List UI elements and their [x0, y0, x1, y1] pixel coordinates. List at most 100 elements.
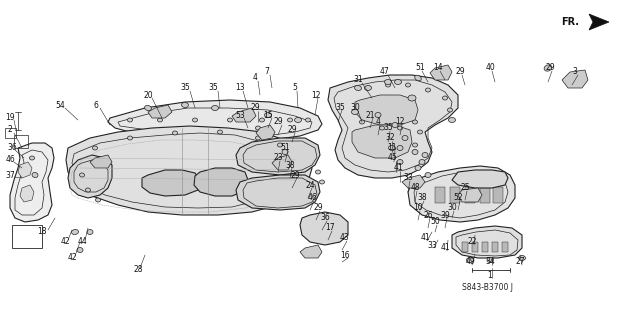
- Text: 30: 30: [350, 103, 360, 113]
- Text: 45: 45: [387, 154, 397, 163]
- Polygon shape: [458, 188, 482, 202]
- Text: 20: 20: [143, 91, 153, 100]
- Text: 29: 29: [455, 68, 465, 76]
- Text: 7: 7: [264, 68, 269, 76]
- Ellipse shape: [544, 65, 552, 71]
- Polygon shape: [430, 65, 452, 80]
- Text: 33: 33: [403, 173, 413, 182]
- Ellipse shape: [397, 146, 403, 150]
- Ellipse shape: [413, 120, 417, 124]
- Polygon shape: [402, 175, 425, 188]
- Polygon shape: [68, 155, 112, 198]
- Text: 36: 36: [320, 213, 330, 222]
- Text: 51: 51: [280, 143, 290, 153]
- Text: 16: 16: [340, 251, 350, 260]
- Text: 19: 19: [5, 114, 15, 123]
- Text: 35: 35: [335, 103, 345, 113]
- Ellipse shape: [227, 118, 232, 122]
- Ellipse shape: [487, 258, 493, 262]
- Ellipse shape: [422, 153, 428, 157]
- Text: 44: 44: [77, 237, 87, 246]
- Text: 42: 42: [67, 253, 77, 262]
- Text: 47: 47: [380, 68, 390, 76]
- Ellipse shape: [72, 229, 79, 235]
- Ellipse shape: [397, 126, 403, 130]
- Text: 17: 17: [325, 223, 335, 233]
- Polygon shape: [300, 245, 322, 258]
- Ellipse shape: [385, 79, 392, 84]
- Text: 32: 32: [385, 133, 395, 142]
- Ellipse shape: [467, 258, 474, 262]
- Polygon shape: [462, 242, 468, 252]
- Polygon shape: [328, 75, 458, 178]
- Ellipse shape: [259, 118, 264, 122]
- Text: 46: 46: [307, 194, 317, 203]
- Ellipse shape: [392, 123, 398, 127]
- Ellipse shape: [157, 118, 163, 122]
- Ellipse shape: [408, 95, 416, 101]
- Polygon shape: [20, 185, 34, 202]
- Ellipse shape: [79, 173, 84, 177]
- Text: 21: 21: [365, 110, 375, 119]
- Ellipse shape: [449, 117, 456, 123]
- Ellipse shape: [86, 188, 90, 192]
- Polygon shape: [492, 242, 498, 252]
- Polygon shape: [452, 226, 522, 258]
- Ellipse shape: [394, 79, 401, 84]
- Polygon shape: [502, 242, 508, 252]
- Text: 40: 40: [485, 63, 495, 73]
- Polygon shape: [142, 170, 200, 196]
- Polygon shape: [589, 14, 609, 30]
- Text: FR.: FR.: [561, 17, 579, 27]
- Text: 54: 54: [55, 100, 65, 109]
- Text: 43: 43: [340, 234, 350, 243]
- Text: 1: 1: [488, 270, 492, 279]
- Text: 38: 38: [285, 161, 295, 170]
- Text: 6: 6: [93, 100, 99, 109]
- Text: 4: 4: [253, 74, 257, 83]
- Ellipse shape: [442, 96, 447, 100]
- Ellipse shape: [365, 85, 371, 91]
- Ellipse shape: [294, 117, 301, 123]
- Text: 5: 5: [292, 84, 298, 92]
- Text: 35: 35: [383, 124, 393, 132]
- Text: 29: 29: [273, 117, 283, 126]
- Text: 28: 28: [133, 266, 143, 275]
- Text: 41: 41: [420, 234, 430, 243]
- Ellipse shape: [193, 118, 198, 122]
- Ellipse shape: [182, 102, 189, 108]
- Text: 37: 37: [5, 171, 15, 180]
- Text: 10: 10: [413, 204, 423, 212]
- Text: 3: 3: [573, 68, 577, 76]
- Ellipse shape: [355, 85, 362, 91]
- Polygon shape: [148, 105, 172, 118]
- Ellipse shape: [425, 172, 431, 178]
- Text: 48: 48: [410, 183, 420, 193]
- Ellipse shape: [447, 108, 452, 112]
- Text: 25: 25: [460, 183, 470, 193]
- Ellipse shape: [268, 133, 273, 137]
- Ellipse shape: [218, 130, 223, 134]
- Text: 41: 41: [393, 164, 403, 172]
- Text: 42: 42: [60, 237, 70, 246]
- Ellipse shape: [385, 83, 390, 87]
- Ellipse shape: [402, 135, 408, 140]
- Ellipse shape: [417, 130, 422, 134]
- Ellipse shape: [380, 126, 385, 130]
- Ellipse shape: [32, 172, 38, 178]
- Text: 46: 46: [5, 156, 15, 164]
- Text: 29: 29: [545, 63, 555, 73]
- Ellipse shape: [264, 113, 271, 117]
- Polygon shape: [482, 242, 488, 252]
- Polygon shape: [450, 187, 460, 203]
- Text: 39: 39: [440, 211, 450, 220]
- Ellipse shape: [127, 118, 132, 122]
- Ellipse shape: [365, 86, 371, 90]
- Ellipse shape: [397, 159, 403, 164]
- Text: 12: 12: [311, 91, 321, 100]
- Text: 36: 36: [7, 143, 17, 153]
- Ellipse shape: [305, 118, 310, 122]
- Polygon shape: [300, 212, 348, 245]
- Polygon shape: [18, 162, 32, 178]
- Ellipse shape: [426, 88, 431, 92]
